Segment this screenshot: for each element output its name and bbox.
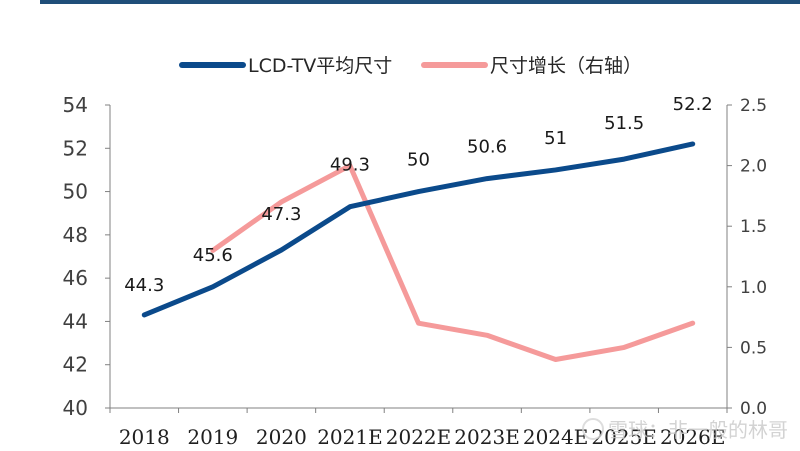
x-axis-tick-label: 2020 [256,425,307,449]
right-axis-tick-label: 1.5 [740,217,767,237]
data-label: 52.2 [673,94,713,115]
axes: 40 42 44 46 48 50 52 54 0.0 0.5 1.0 1.5 2.0 2.5 2018 20… [63,93,768,449]
left-axis-tick-label: 50 [63,180,88,204]
data-label: 50 [407,150,430,171]
left-axis-tick-label: 40 [63,396,88,420]
left-axis-tick-label: 54 [63,93,88,117]
left-axis-tick-label: 44 [63,309,88,333]
data-label: 44.3 [124,275,164,296]
top-border-line [40,0,800,4]
legend-label-avg-size: LCD-TV平均尺寸 [248,55,392,77]
left-axis-tick-label: 42 [63,353,88,377]
left-axis-tick-label: 48 [63,223,88,247]
x-axis-tick-label: 2026E [660,425,726,449]
series-line-size-growth [210,163,696,363]
right-axis-tick-label: 0.5 [740,338,767,358]
data-label: 47.3 [261,204,301,225]
x-axis-tick-label: 2022E [386,425,452,449]
right-axis-tick-label: 2.0 [740,157,767,177]
right-axis-tick-label: 0.0 [740,399,767,419]
right-axis-tick-label: 2.5 [740,96,767,116]
x-axis-tick-label: 2021E [317,425,383,449]
data-label: 50.6 [467,137,507,158]
watermark-logo-icon [582,418,604,440]
left-axis-tick-label: 46 [63,266,88,290]
watermark-text: 雪球：非一般的林哥 [608,418,788,442]
series-layer [141,141,696,363]
legend-label-size-growth: 尺寸增长（右轴） [490,55,642,77]
data-labels: 44.3 45.6 47.3 49.3 50 50.6 51 51.5 52.2 [124,94,713,296]
x-axis-tick-label: 2024E [523,425,589,449]
series-line-avg-size [141,141,696,318]
data-label: 51 [544,128,567,149]
data-label: 51.5 [604,113,644,134]
x-axis-tick-label: 2018 [119,425,170,449]
data-label: 45.6 [193,245,233,266]
legend: LCD-TV平均尺寸 尺寸增长（右轴） [179,55,642,77]
left-axis-tick-label: 52 [63,136,88,160]
x-axis-tick-label: 2019 [187,425,238,449]
data-label: 49.3 [330,155,370,176]
x-axis-tick-label: 2023E [454,425,520,449]
right-axis-tick-label: 1.0 [740,278,767,298]
watermark: 雪球：非一般的林哥 [582,414,788,443]
